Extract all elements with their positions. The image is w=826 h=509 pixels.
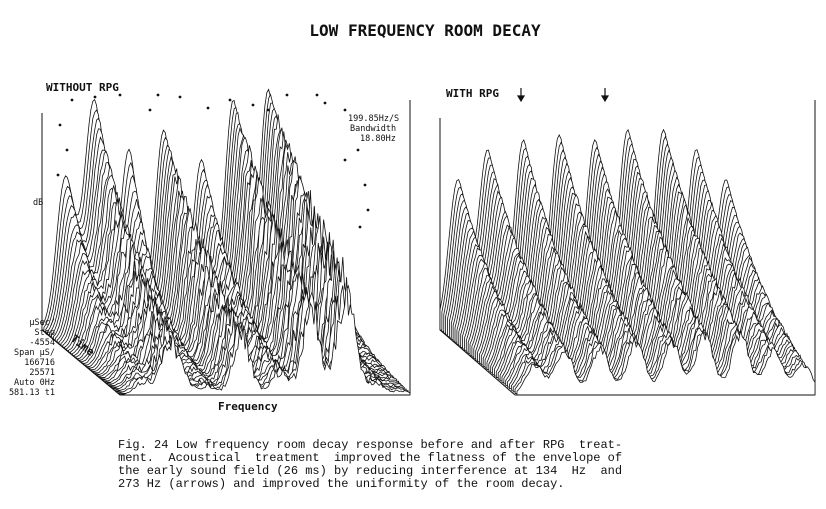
panel-label: WITHOUT RPG — [46, 81, 119, 94]
marker-dot — [93, 95, 97, 99]
marker-dot — [65, 148, 69, 152]
panel-label: WITH RPG — [446, 87, 499, 100]
setting: μSec/ — [29, 318, 55, 328]
marker-dot — [323, 101, 327, 105]
axis-label: dB — [33, 198, 43, 208]
setting: 166716 — [24, 358, 55, 368]
marker-dot — [343, 108, 347, 112]
marker-dot — [58, 123, 62, 127]
marker-dot — [118, 93, 122, 97]
caption-line: 273 Hz (arrows) and improved the uniform… — [118, 477, 564, 491]
setting: Span μS/ — [14, 348, 55, 358]
marker-dot — [285, 93, 289, 97]
setting: -4554 — [29, 338, 55, 348]
floor — [439, 329, 516, 396]
marker-dot — [206, 106, 210, 110]
floor — [41, 329, 121, 396]
setting: Step — [35, 328, 55, 338]
setting: Auto 0Hz — [14, 378, 55, 388]
marker-dot — [70, 98, 74, 102]
marker-dot — [156, 93, 160, 97]
waterfall-left — [41, 88, 411, 396]
waterfall-right — [439, 100, 816, 396]
decay-slice — [119, 277, 411, 396]
marker-dot — [343, 158, 347, 162]
marker-dot — [366, 208, 370, 212]
marker-dot — [228, 98, 232, 102]
annotation: 199.85Hz/S — [348, 114, 399, 124]
marker-dot — [356, 148, 360, 152]
caption-line: Fig. 24 Low frequency room decay respons… — [118, 438, 622, 452]
setting: 25571 — [29, 368, 55, 378]
setting: 581.13 t1 — [9, 388, 55, 398]
annotation: 18.80Hz — [360, 134, 396, 144]
marker-dot — [363, 183, 367, 187]
marker-dot — [315, 93, 319, 97]
arrows — [516, 88, 610, 103]
caption: Fig. 24 Low frequency room decay respons… — [118, 438, 622, 491]
marker-dot — [178, 95, 182, 99]
caption-line: the early sound field (26 ms) by reducin… — [118, 464, 622, 478]
marker-dot — [358, 225, 362, 229]
caption-line: ment. Acoustical treatment improved the … — [118, 451, 622, 465]
marker-dot — [266, 108, 270, 112]
marker-dot — [56, 173, 60, 177]
figure-title: LOW FREQUENCY ROOM DECAY — [309, 21, 541, 40]
marker-dot — [148, 108, 152, 112]
marker-dot — [251, 103, 255, 107]
decay-slice — [516, 330, 816, 396]
axis-label: Frequency — [218, 400, 278, 413]
annotation: Bandwidth — [350, 124, 396, 134]
